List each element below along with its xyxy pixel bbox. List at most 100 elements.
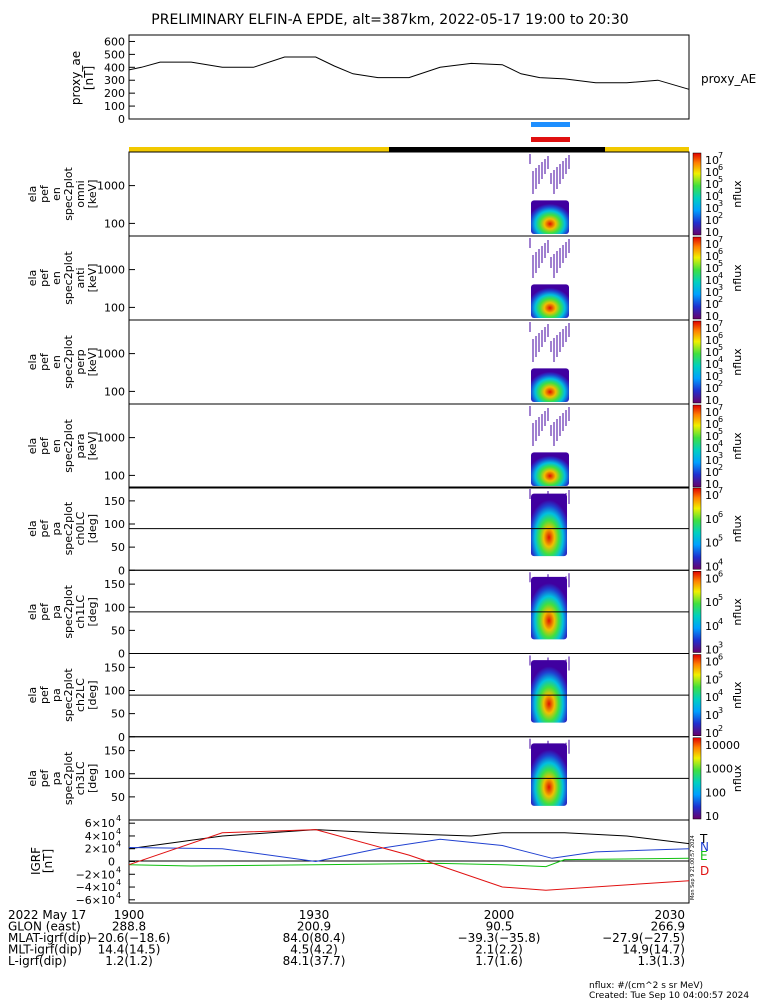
panel-ylabel-line: spec2plot — [62, 584, 75, 638]
spectrogram-flux-blob — [531, 743, 567, 806]
colorbar-tick-label: 10 — [705, 262, 719, 275]
spec-tick-label: 100 — [104, 217, 125, 230]
spec-tick-label: 1000 — [97, 348, 125, 361]
igrf-tick-exponent: 4 — [116, 865, 121, 874]
proxy-ae-tick-label: 400 — [104, 61, 125, 74]
spectrogram-flux-blob — [531, 452, 569, 486]
spec-panel-frame — [128, 151, 690, 237]
proxy-ae-right-label: proxy_AE — [701, 72, 756, 86]
panel-ylabel-line: ela — [26, 770, 39, 787]
spectrogram-flux-blob — [531, 660, 567, 723]
colorbar-tick-exponent: 6 — [718, 331, 723, 340]
spec-panel-frame — [128, 235, 690, 321]
panel-ylabel-line: pef — [38, 519, 51, 538]
proxy-ae-tick-label: 100 — [104, 100, 125, 113]
colorbar — [692, 236, 702, 320]
pitch-tick-label: 0 — [118, 564, 125, 577]
colorbar-tick-exponent: 6 — [718, 510, 723, 519]
colorbar-tick-label: 10 — [705, 478, 719, 491]
panel-ylabel-line: anti — [74, 267, 87, 288]
panel-ylabel-line: pa — [50, 522, 63, 536]
igrf-series-N — [128, 838, 690, 863]
colorbar-tick-exponent: 4 — [718, 355, 723, 364]
colorbar — [692, 737, 702, 820]
colorbar-tick-exponent: 4 — [718, 557, 723, 566]
igrf-series-T — [128, 829, 690, 850]
colorbar-tick-exponent: 6 — [718, 163, 723, 172]
colorbar-tick-exponent: 3 — [718, 199, 723, 208]
colorbar-tick-exponent: 7 — [718, 486, 723, 495]
panel-ylabel-line: spec2plot — [62, 419, 75, 473]
spectrogram-flux-blob — [531, 493, 567, 557]
panel-ylabel-line: ch0LC — [74, 511, 87, 545]
proxy-ae-tick-label: 600 — [104, 35, 125, 48]
igrf-panel: −6×10 4−4×10 4−2×10 402×10 44×10 46×10 4 IGRF … — [29, 814, 709, 907]
colorbar-tick-label: 10 — [705, 709, 719, 722]
colorbar-tick-label: 10 — [705, 202, 719, 215]
colorbar-tick-label: 10 — [705, 454, 719, 467]
proxy-ae-tick-label: 200 — [104, 87, 125, 100]
colorbar-zlabel: nflux — [731, 514, 744, 542]
ephemeris-table: 2022 May 17 1900 1930 2000 2030 GLON (east) 28… — [8, 908, 685, 968]
panel-ylabel-line: [keV] — [86, 348, 99, 377]
panel-ylabel-line: spec2plot — [62, 335, 75, 389]
ephemeris-value: 1930 — [299, 908, 330, 922]
panel-ylabel-line: pef — [38, 184, 51, 203]
panel-ylabel-line: [deg] — [86, 597, 99, 626]
panel-ylabel-line: ch2LC — [74, 678, 87, 712]
colorbar-zlabel: nflux — [731, 764, 744, 792]
colorbar — [692, 654, 702, 736]
colorbar-tick-label: 10 — [705, 673, 719, 686]
colorbar-tick-label: 10 — [705, 382, 719, 395]
pitch-tick-label: 0 — [118, 648, 125, 661]
colorbar — [692, 404, 702, 488]
colorbar-tick-label: 10 — [705, 727, 719, 740]
ephemeris-value: 1.7(1.6) — [475, 954, 523, 968]
igrf-ylabel-2: [nT] — [41, 849, 55, 873]
igrf-tick-label: 6×10 — [85, 817, 115, 830]
colorbar-tick-label: 1000 — [705, 763, 733, 776]
colorbar-zlabel: nflux — [731, 180, 744, 208]
colorbar-tick-label: 10 — [705, 226, 719, 239]
pitch-tick-label: 50 — [111, 541, 125, 554]
spectrogram-flux-blob — [531, 368, 569, 402]
orbit-bar-black — [389, 147, 605, 152]
colorbar-tick-label: 10 — [705, 442, 719, 455]
footer-units: nflux: #/(cm^2 s sr MeV) — [589, 981, 703, 991]
colorbar-tick-label: 10 — [705, 572, 719, 585]
panel-ylabel-line: ch3LC — [74, 761, 87, 795]
proxy-ae-series-line — [128, 56, 690, 90]
panel-ylabel-line: spec2plot — [62, 167, 75, 221]
igrf-tick-label: 2×10 — [85, 843, 115, 856]
igrf-legend-D: D — [700, 864, 709, 878]
proxy-ae-ylabel-2: [nT] — [82, 66, 96, 90]
colorbar-tick-label: 10 — [705, 513, 719, 526]
igrf-legend-E: E — [700, 849, 708, 863]
pitch-tick-label: 100 — [104, 518, 125, 531]
colorbar-tick-label: 10 — [705, 370, 719, 383]
pitch-tick-label: 150 — [104, 745, 125, 758]
colorbar-tick-exponent: 4 — [718, 271, 723, 280]
panel-ylabel-line: pa — [50, 772, 63, 786]
igrf-series-E — [128, 857, 690, 868]
igrf-tick-label: 0 — [108, 856, 115, 869]
spectrogram-flux-blob — [531, 576, 567, 640]
igrf-tick-label: 4×10 — [85, 830, 115, 843]
panel-ylabel-line: pa — [50, 605, 63, 619]
colorbar-tick-label: 10 — [705, 596, 719, 609]
igrf-date-stamp: Mon Sep 9 21:00:57 2024 — [690, 835, 696, 900]
proxy-ae-ylabel-1: proxy_ae — [69, 51, 83, 105]
panel-ylabel-line: [deg] — [86, 680, 99, 709]
panel-ylabel-line: spec2plot — [62, 251, 75, 305]
igrf-legend-N: N — [700, 840, 709, 854]
colorbar-zlabel: nflux — [731, 598, 744, 626]
orbit-bar-gold-left — [129, 147, 389, 152]
colorbar-tick-exponent: 5 — [718, 175, 723, 184]
